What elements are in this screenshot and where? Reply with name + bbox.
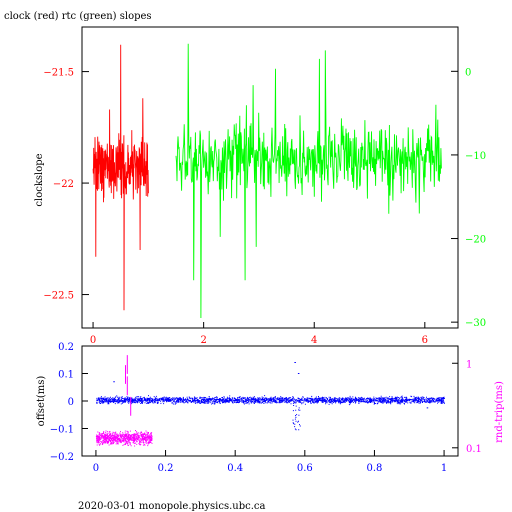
bottom-ytick-label: −0.1 [50, 425, 74, 436]
top-ytick-label: −22 [53, 179, 74, 190]
top-xtick-label: 2 [200, 335, 206, 346]
bottom-xtick-label: 0.8 [366, 463, 382, 474]
top-xtick-label: 6 [422, 335, 428, 346]
bottom-xtick-label: 0 [93, 463, 99, 474]
bottom-xtick-label: 1 [441, 463, 447, 474]
top-plot-frame [81, 26, 459, 329]
clock-slope-series [92, 44, 149, 311]
bottom-xtick-label: 0.4 [227, 463, 243, 474]
top-ytick-label: −22.5 [43, 291, 74, 302]
top-y2tick-label: −20 [465, 235, 486, 246]
bottom-xtick-label: 0.6 [297, 463, 313, 474]
top-axis-ticks: 0 2 4 6 −21.5 −22 −22.5 0 −10 −20 −30 [43, 67, 486, 346]
top-y2tick-label: 0 [465, 67, 471, 78]
rtc-slope-series [175, 43, 442, 319]
bottom-axis-ticks: 0 0.2 0.4 0.6 0.8 1 0.2 0.1 0 −0.1 −0.2 1 0.1 [50, 342, 482, 474]
top-y2tick-label: −10 [465, 151, 486, 162]
bottom-series-group [95, 355, 445, 447]
roundtrip-series [95, 355, 153, 447]
top-xtick-label: 4 [311, 335, 317, 346]
top-xtick-label: 0 [90, 335, 96, 346]
top-ytick-label: −21.5 [43, 68, 74, 79]
offset-series [96, 362, 445, 431]
bottom-ytick-label: 0.2 [58, 342, 74, 353]
top-y2tick-label: −30 [465, 318, 486, 329]
bottom-xtick-label: 0.2 [158, 463, 174, 474]
bottom-y2tick-label: 1 [466, 359, 472, 370]
bottom-ytick-label: 0 [68, 397, 74, 408]
bottom-y2label: rnd-trip(ms) [494, 381, 505, 443]
top-series-group [92, 43, 442, 319]
bottom-ylabel: offset(ms) [36, 376, 47, 427]
chart-title: clock (red) rtc (green) slopes [4, 11, 152, 22]
bottom-ytick-label: −0.2 [50, 452, 74, 463]
bottom-ytick-label: 0.1 [58, 370, 74, 381]
footer-text: 2020-03-01 monopole.physics.ubc.ca [78, 501, 265, 512]
bottom-y2tick-label: 0.1 [466, 444, 482, 455]
top-ylabel: clockslope [34, 153, 45, 206]
